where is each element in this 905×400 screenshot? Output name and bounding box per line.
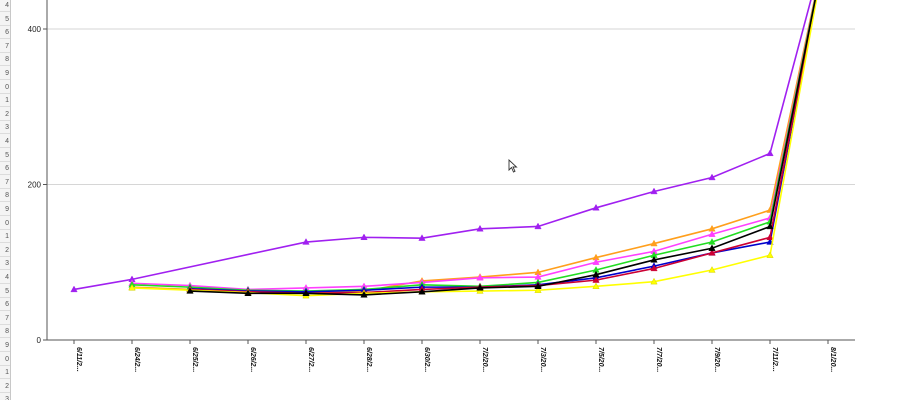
series-lines [70, 0, 818, 299]
x-tick-label: 7/3/20... [539, 347, 546, 372]
x-tick-label: 7/2/20... [481, 347, 488, 372]
data-point-marker [592, 270, 600, 278]
data-point-marker [766, 233, 774, 241]
series-6 [128, 0, 818, 299]
x-tick-label: 6/30/2... [423, 347, 430, 372]
data-point-marker [476, 273, 484, 281]
series-line [131, 0, 816, 292]
data-point-marker [650, 187, 658, 195]
data-point-marker [418, 287, 426, 295]
x-tick-label: 8/1/20... [829, 347, 836, 372]
row-number[interactable]: 9 [0, 67, 10, 80]
series-2 [128, 0, 816, 293]
data-point-marker [708, 230, 716, 237]
row-number[interactable]: 8 [0, 53, 10, 67]
row-number[interactable]: 4 [0, 271, 10, 284]
row-number[interactable]: 5 [0, 285, 10, 298]
row-number[interactable]: 0 [0, 217, 10, 230]
x-tick-label: 6/11/2... [75, 347, 82, 372]
x-tick-label: 6/24/2... [133, 347, 140, 372]
y-tick-label: 400 [28, 25, 42, 34]
data-point-marker [302, 289, 310, 296]
data-point-marker [708, 249, 716, 256]
series-5 [186, 0, 817, 296]
y-tick-label: 0 [37, 336, 42, 345]
x-tick-label: 6/27/2... [307, 347, 314, 372]
data-point-marker [650, 264, 658, 272]
row-number[interactable]: 4 [0, 135, 10, 148]
data-point-marker [708, 266, 716, 273]
data-point-marker [650, 239, 658, 247]
x-axis-ticks: 6/11/2... 6/24/2... 6/25/2... 6/26/2... 6/27… [73, 340, 836, 372]
series-7 [186, 0, 816, 298]
x-tick-label: 7/9/20... [713, 347, 720, 372]
x-tick-label: 7/11/2... [771, 347, 778, 372]
row-number[interactable]: 2 [0, 108, 10, 121]
row-number[interactable]: 1 [0, 94, 10, 108]
row-number[interactable]: 3 [0, 121, 10, 135]
row-number[interactable]: 9 [0, 203, 10, 216]
row-number[interactable]: 9 [0, 339, 10, 352]
data-point-marker [766, 222, 774, 230]
row-number[interactable]: 8 [0, 325, 10, 339]
row-number[interactable]: 4 [0, 0, 10, 12]
series-line [189, 0, 816, 296]
series-line [131, 0, 816, 291]
row-number[interactable]: 7 [0, 176, 10, 189]
data-point-marker [244, 289, 252, 296]
row-number[interactable]: 8 [0, 189, 10, 203]
row-number[interactable]: 6 [0, 162, 10, 176]
data-point-marker [592, 258, 600, 265]
x-tick-label: 7/5/20... [597, 347, 604, 372]
data-point-marker [708, 173, 716, 181]
data-point-marker [186, 287, 194, 294]
y-tick-label: 200 [28, 181, 42, 190]
row-number[interactable]: 6 [0, 26, 10, 40]
data-point-marker [650, 277, 658, 285]
data-point-marker [534, 282, 542, 290]
grid-lines [47, 28, 855, 185]
series-line [73, 0, 812, 291]
mouse-pointer-icon [508, 159, 518, 173]
row-number[interactable]: 2 [0, 380, 10, 393]
row-number[interactable]: 2 [0, 244, 10, 257]
data-point-marker [766, 149, 774, 157]
row-number[interactable]: 7 [0, 40, 10, 53]
data-point-marker [360, 233, 368, 241]
data-point-marker [476, 283, 484, 291]
y-axis-ticks: 0 200 400 [28, 25, 47, 345]
data-point-marker [476, 224, 484, 232]
row-number[interactable]: 6 [0, 298, 10, 312]
data-point-marker [418, 234, 426, 241]
x-tick-label: 6/25/2... [191, 347, 198, 372]
row-number[interactable]: 5 [0, 149, 10, 162]
row-number[interactable]: 1 [0, 230, 10, 244]
data-point-marker [766, 251, 774, 258]
data-point-marker [592, 203, 600, 211]
chart-axes [46, 0, 855, 341]
row-number[interactable]: 7 [0, 312, 10, 325]
row-number[interactable]: 3 [0, 393, 10, 400]
row-number[interactable]: 3 [0, 257, 10, 271]
data-point-marker [592, 282, 600, 290]
data-point-marker [650, 255, 658, 263]
row-number[interactable]: 1 [0, 366, 10, 380]
row-number[interactable]: 0 [0, 353, 10, 366]
data-point-marker [708, 244, 716, 251]
series-0 [70, 0, 812, 293]
series-4 [186, 0, 817, 295]
data-point-marker [360, 290, 368, 298]
row-number[interactable]: 0 [0, 81, 10, 94]
data-point-marker [302, 238, 310, 245]
data-point-marker [534, 222, 542, 230]
row-number[interactable]: 5 [0, 13, 10, 26]
x-tick-label: 7/7/20... [655, 347, 662, 372]
data-point-marker [70, 285, 78, 293]
data-point-marker [128, 283, 136, 291]
data-point-marker [534, 286, 542, 293]
x-tick-label: 6/26/2... [249, 347, 256, 372]
x-tick-label: 6/28/2... [365, 347, 372, 372]
